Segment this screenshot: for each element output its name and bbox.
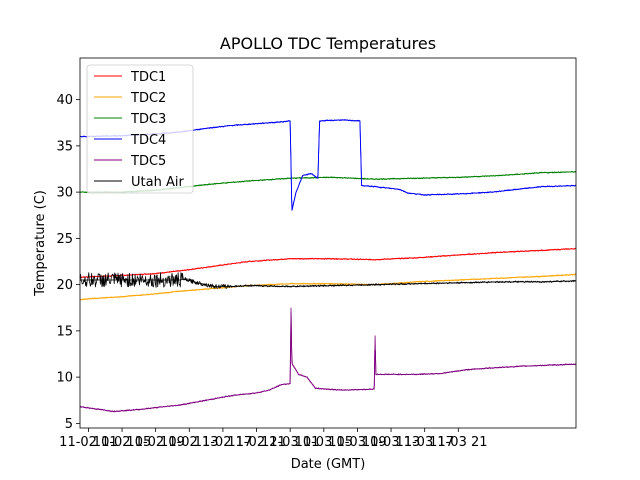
y-tick-label: 5 xyxy=(65,417,73,432)
x-tick-label: 11-03 01 xyxy=(261,435,319,450)
legend-label-tdc4: TDC4 xyxy=(130,133,166,148)
y-tick-label: 30 xyxy=(56,186,73,201)
legend-label-tdc3: TDC3 xyxy=(130,112,166,127)
y-tick-label: 25 xyxy=(56,232,73,247)
x-tick-label: 11-02 01 xyxy=(59,435,117,450)
chart-title: APOLLO TDC Temperatures xyxy=(220,34,436,53)
y-axis-label: Temperature (C) xyxy=(33,190,48,297)
y-tick-label: 20 xyxy=(56,278,73,293)
axes-frame xyxy=(79,57,577,429)
x-tick-label: 11-03 21 xyxy=(429,435,487,450)
x-tick-label: 11-02 05 xyxy=(93,435,151,450)
legend-items: TDC1 TDC2 TDC3 TDC4 TDC5 Utah Air xyxy=(94,70,184,190)
x-tick-label: 11-02 17 xyxy=(194,435,252,450)
x-tick-label: 11-03 13 xyxy=(362,435,420,450)
y-tick-label: 10 xyxy=(56,371,73,386)
x-tick-label: 11-02 21 xyxy=(227,435,285,450)
x-axis-label: Date (GMT) xyxy=(291,457,366,472)
legend-label-tdc1: TDC1 xyxy=(130,70,166,85)
legend-label-tdc5: TDC5 xyxy=(130,154,166,169)
legend: TDC1 TDC2 TDC3 TDC4 TDC5 Utah Air xyxy=(86,64,194,194)
y-axis: 5 10 15 20 25 30 35 40 xyxy=(56,93,80,432)
series-trace-tdc2 xyxy=(79,274,577,300)
y-tick-label: 40 xyxy=(56,93,73,108)
x-tick-label: 11-03 17 xyxy=(395,435,453,450)
x-tick-label: 11-03 05 xyxy=(295,435,353,450)
series-trace-utah-air xyxy=(80,278,577,287)
y-tick-label: 35 xyxy=(56,139,73,154)
legend-label-tdc2: TDC2 xyxy=(130,91,166,106)
legend-label-utah-air: Utah Air xyxy=(131,175,184,190)
series-trace-tdc4 xyxy=(79,119,577,211)
y-tick-label: 15 xyxy=(56,324,73,339)
x-tick-label: 11-02 13 xyxy=(160,435,218,450)
x-tick-label: 11-02 09 xyxy=(126,435,184,450)
series-trace-tdc5 xyxy=(79,307,577,412)
x-tick-label: 11-03 09 xyxy=(328,435,386,450)
series-trace-tdc1 xyxy=(79,248,577,278)
